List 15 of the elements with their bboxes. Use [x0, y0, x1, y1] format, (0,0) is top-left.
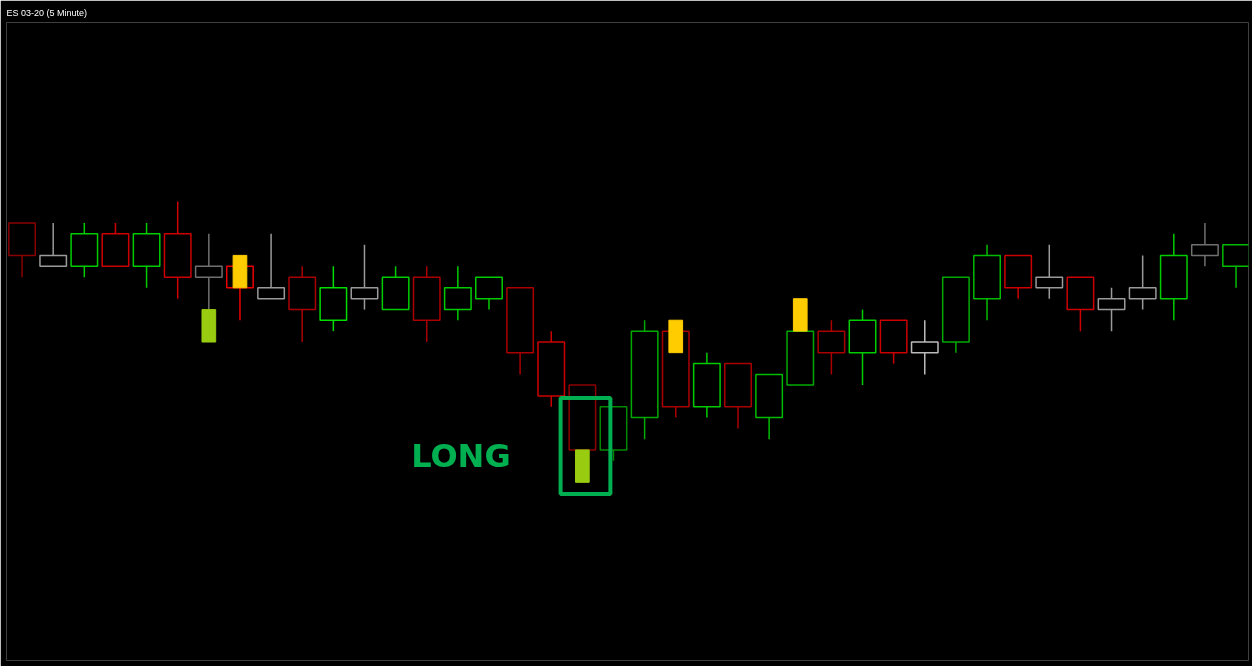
bar: [668, 319, 684, 354]
annotation: LONG: [411, 436, 511, 475]
candlestick: [288, 265, 317, 343]
chart-title: ES 03-20 (5 Minute): [6, 7, 88, 18]
bar: [792, 298, 808, 332]
candlestick: [692, 351, 721, 419]
candlestick: [910, 319, 939, 376]
candlestick: [1190, 222, 1219, 268]
bar: [575, 449, 590, 483]
candlestick: [973, 244, 1002, 321]
candlestick: [537, 330, 566, 408]
candlestick: [163, 200, 192, 300]
bar: [201, 309, 217, 343]
candlestick: [1159, 233, 1188, 321]
candlestick: [443, 265, 472, 321]
